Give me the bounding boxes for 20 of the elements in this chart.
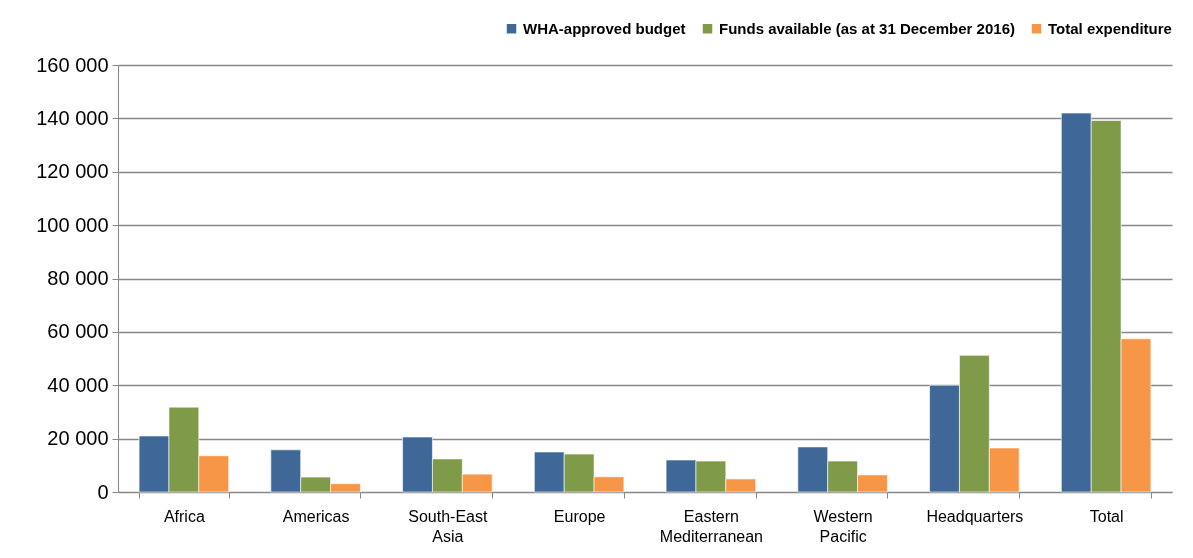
- y-tick-label: 0: [97, 480, 109, 503]
- legend-label: Total expenditure: [1048, 19, 1172, 37]
- y-tick-label: 140 000: [36, 106, 109, 129]
- x-tick-label: Western Pacific: [813, 507, 873, 545]
- x-tick-label: Europe: [553, 507, 606, 525]
- y-tick-label: 160 000: [36, 53, 109, 76]
- y-tick-label: 80 000: [47, 267, 109, 289]
- x-tick-label: Africa: [163, 507, 205, 525]
- legend-label: WHA-approved budget: [523, 19, 686, 37]
- y-tick-label: 20 000: [47, 427, 109, 450]
- y-tick-label: 100 000: [36, 213, 109, 236]
- x-tick-label: South-East Asia: [408, 507, 489, 545]
- x-tick-label: Headquarters: [926, 507, 1024, 525]
- legend-label: Funds available (as at 31 December 2016): [719, 19, 1015, 37]
- x-tick-label: Total: [1089, 507, 1124, 525]
- y-tick-label: 60 000: [47, 320, 109, 343]
- x-tick-label: Americas: [282, 507, 350, 525]
- y-tick-label: 120 000: [36, 160, 109, 183]
- y-tick-label: 40 000: [47, 373, 109, 396]
- x-tick-label: Eastern Mediterranean: [659, 507, 763, 545]
